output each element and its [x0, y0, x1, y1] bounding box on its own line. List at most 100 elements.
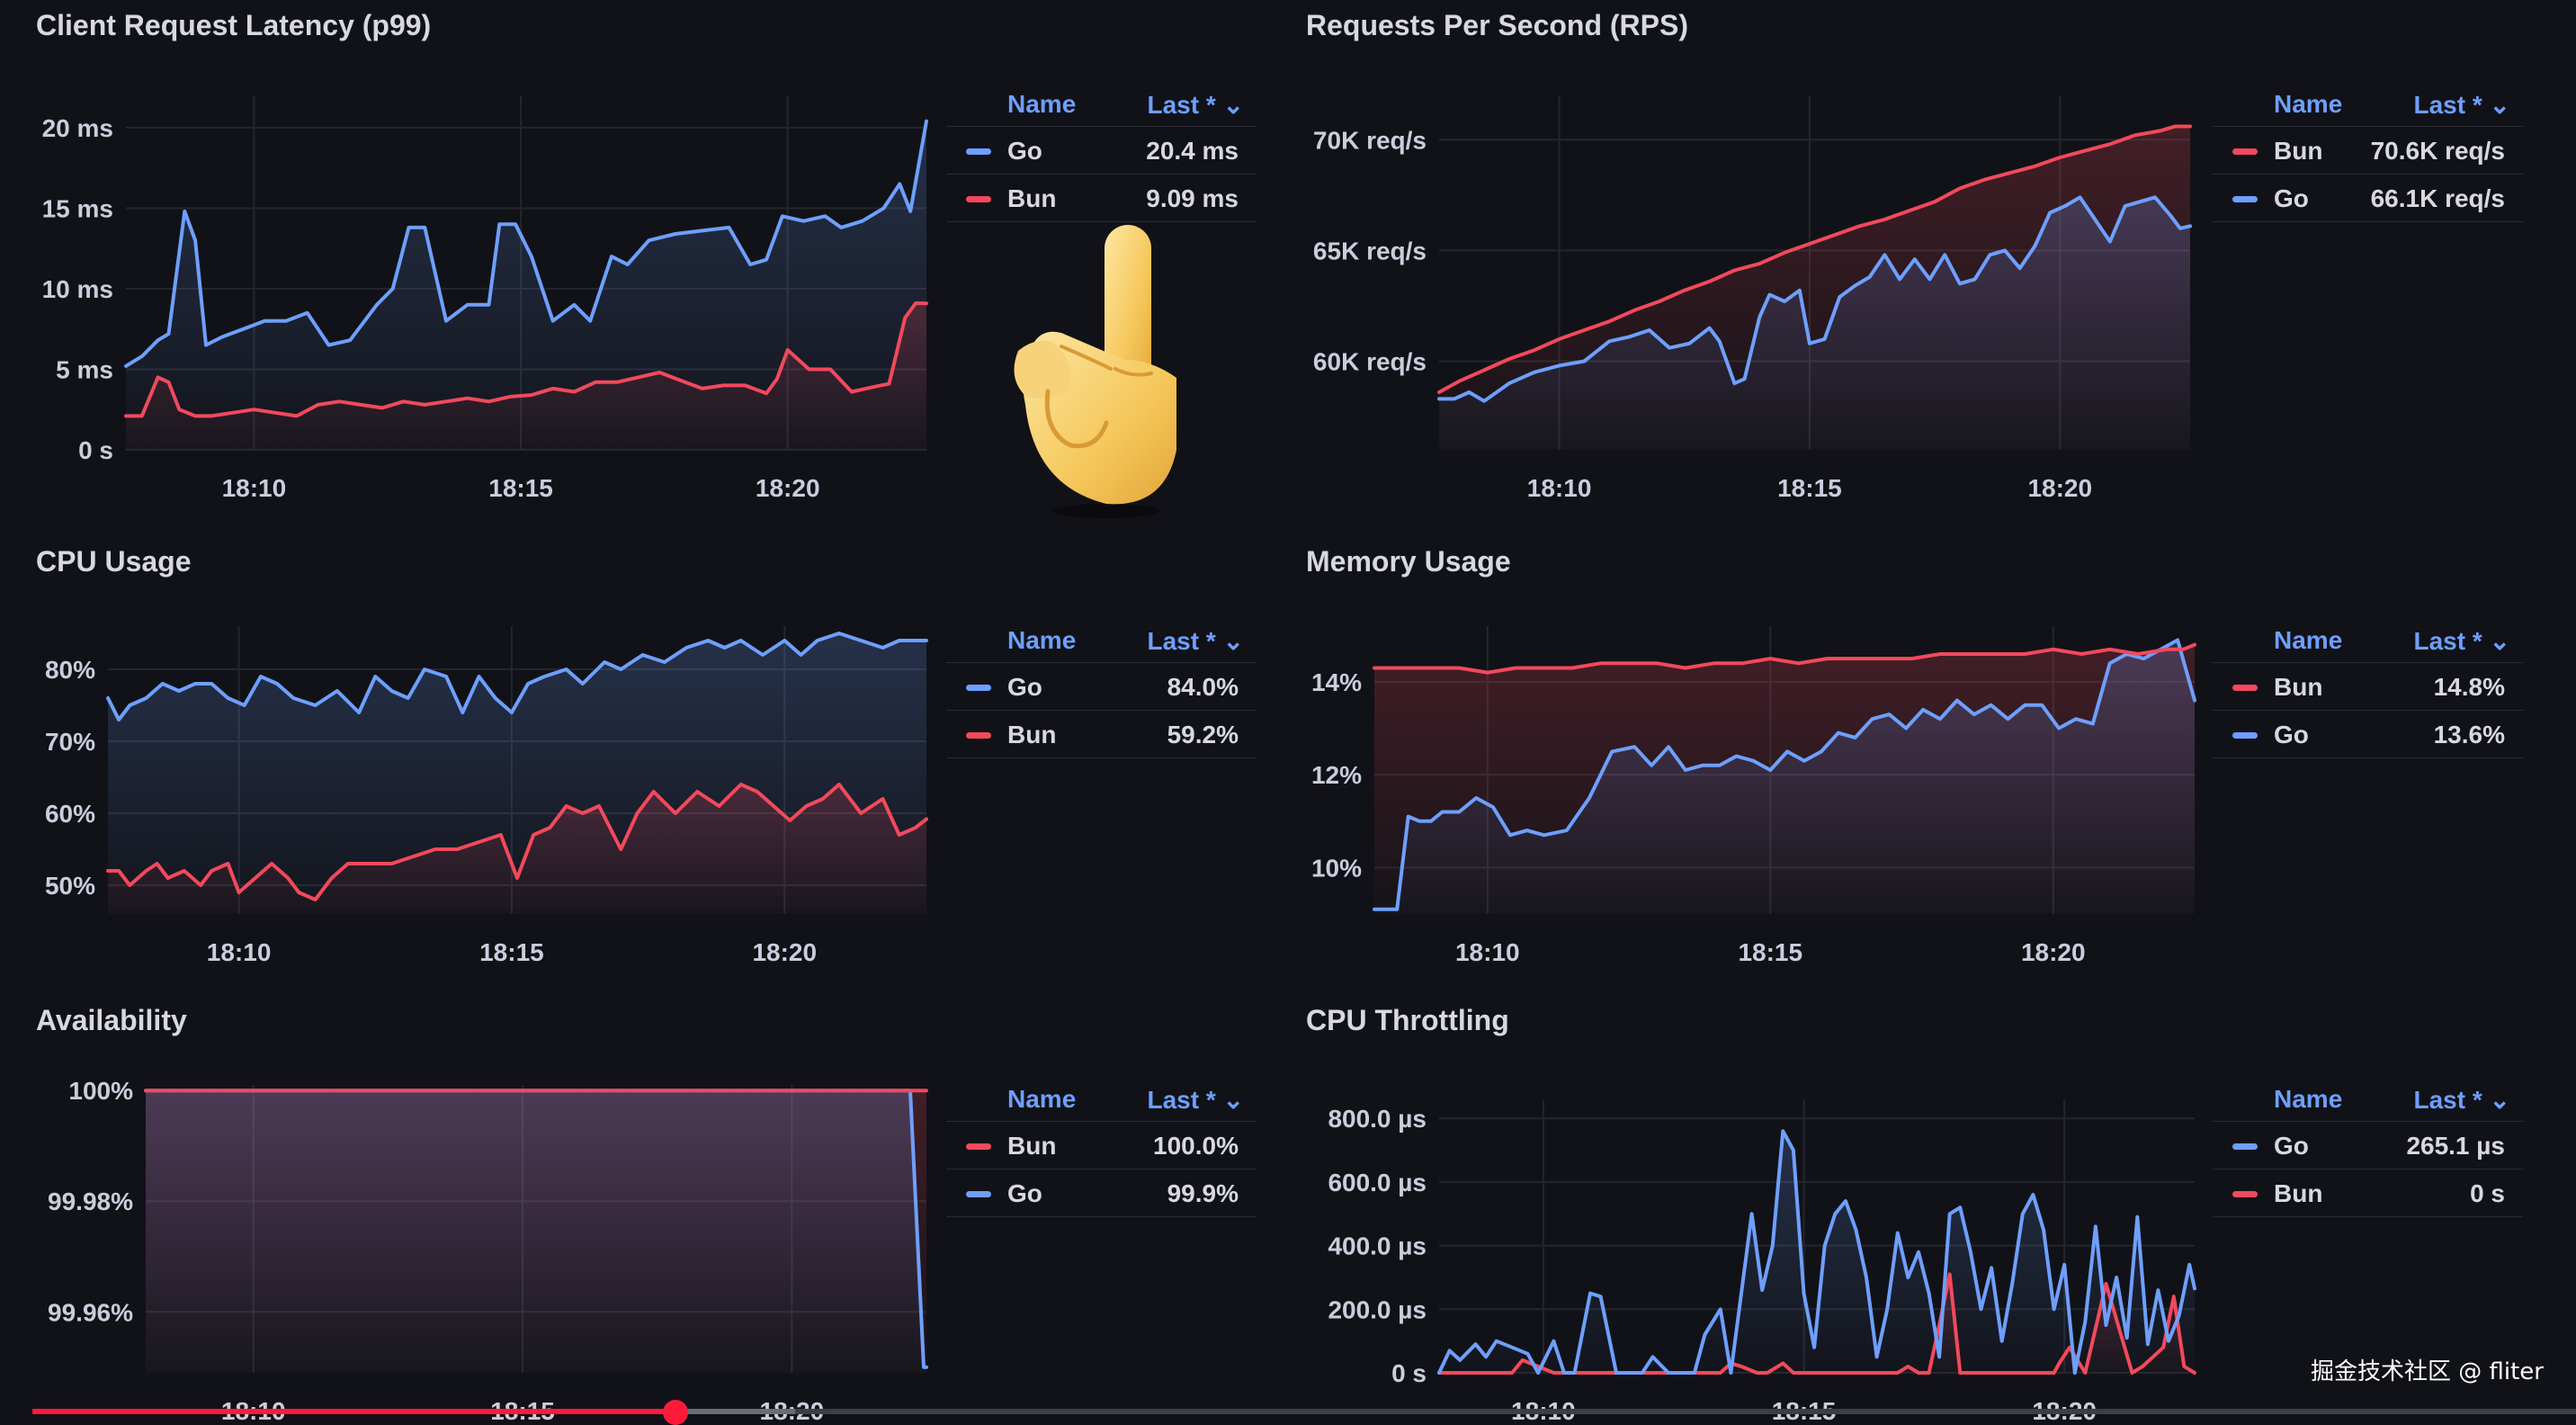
x-tick-label: 18:15: [479, 938, 544, 966]
series-line-bun: [1373, 642, 2196, 675]
progress-track: [32, 1409, 2576, 1414]
legend-divider: [2213, 1216, 2523, 1217]
legend-availability: Name Last * ⌄ Bun 100.0% Go 99.9%: [946, 1076, 1257, 1220]
legend-series-last-value: 265.1 µs: [2406, 1132, 2505, 1160]
series-line-bun: [1437, 124, 2192, 394]
legend-divider: [946, 221, 1257, 222]
y-tick-label: 50%: [45, 872, 95, 900]
legend-series-last-value: 14.8%: [2433, 673, 2505, 701]
y-tick-label: 70K req/s: [1313, 126, 1427, 154]
pointing-up-hand-icon: [1014, 225, 1176, 518]
legend-header-last-sort[interactable]: Last * ⌄: [2413, 627, 2511, 655]
legend-header: Name Last * ⌄: [2213, 617, 2523, 662]
panel-title: CPU Throttling: [1306, 1004, 1509, 1036]
series-line-go: [1437, 1129, 2196, 1375]
legend-swatch: [966, 732, 991, 739]
legend-swatch: [966, 148, 991, 155]
legend-latency: Name Last * ⌄ Go 20.4 ms Bun 9.09 ms: [946, 81, 1257, 225]
legend-swatch: [2232, 1191, 2258, 1197]
legend-header-name[interactable]: Name: [2274, 1085, 2343, 1113]
x-tick-label: 18:10: [1527, 474, 1592, 502]
legend-series-name: Go: [2274, 184, 2309, 212]
x-tick-label: 18:15: [488, 474, 553, 502]
panel-title: Requests Per Second (RPS): [1306, 9, 1688, 41]
legend-item-go[interactable]: Go 265.1 µs: [2213, 1121, 2523, 1170]
y-tick-label: 14%: [1311, 668, 1362, 696]
y-tick-label: 10%: [1311, 854, 1362, 882]
chart-latency: 0 s 5 ms 10 ms 15 ms 20 ms 18:10 18:15 18:20: [42, 95, 928, 502]
legend-series-name: Bun: [2274, 1179, 2323, 1207]
legend-header-name[interactable]: Name: [1007, 90, 1077, 118]
y-tick-label: 0 s: [1391, 1359, 1427, 1387]
series-area-go: [126, 121, 926, 450]
legend-header: Name Last * ⌄: [946, 81, 1257, 126]
legend-header-last-sort[interactable]: Last * ⌄: [1147, 1086, 1245, 1114]
y-tick-label: 20 ms: [42, 114, 113, 142]
legend-swatch: [966, 685, 991, 691]
watermark: 掘金技术社区 @ fliter: [2310, 1358, 2544, 1385]
series-area-bun: [108, 784, 926, 914]
legend-series-name: Go: [2274, 1132, 2309, 1160]
legend-swatch: [966, 1191, 991, 1197]
legend-header-name[interactable]: Name: [2274, 626, 2343, 654]
panel-title: Client Request Latency (p99): [36, 9, 432, 41]
legend-series-name: Go: [1007, 1179, 1042, 1207]
legend-header-name[interactable]: Name: [2274, 90, 2343, 118]
legend-item-bun[interactable]: Bun 0 s: [2213, 1169, 2523, 1217]
y-tick-label: 65K req/s: [1313, 237, 1427, 264]
legend-series-last-value: 70.6K req/s: [2370, 137, 2505, 165]
panel-title: Memory Usage: [1306, 545, 1511, 578]
panel-title: Availability: [36, 1004, 187, 1036]
legend-series-name: Bun: [2274, 137, 2323, 165]
y-tick-label: 60K req/s: [1313, 348, 1427, 376]
legend-series-name: Bun: [1007, 184, 1057, 212]
legend-item-bun[interactable]: Bun 100.0%: [946, 1121, 1257, 1170]
legend-header: Name Last * ⌄: [2213, 1076, 2523, 1121]
y-tick-label: 5 ms: [56, 355, 113, 383]
legend-item-go[interactable]: Go 13.6%: [2213, 710, 2523, 758]
legend-header-name[interactable]: Name: [1007, 626, 1077, 654]
legend-item-bun[interactable]: Bun 70.6K req/s: [2213, 126, 2523, 175]
x-tick-label: 18:10: [1455, 938, 1520, 966]
legend-item-go[interactable]: Go 66.1K req/s: [2213, 174, 2523, 222]
legend-item-bun[interactable]: Bun 14.8%: [2213, 662, 2523, 711]
y-tick-label: 80%: [45, 656, 95, 684]
legend-series-last-value: 0 s: [2470, 1179, 2505, 1207]
legend-header-last-sort[interactable]: Last * ⌄: [2413, 91, 2511, 119]
y-tick-label: 60%: [45, 800, 95, 828]
legend-divider: [946, 757, 1257, 758]
video-progress-bar[interactable]: [32, 1400, 2576, 1425]
legend-header: Name Last * ⌄: [2213, 81, 2523, 126]
y-tick-label: 400.0 µs: [1328, 1232, 1427, 1260]
legend-item-go[interactable]: Go 84.0%: [946, 662, 1257, 711]
y-tick-label: 12%: [1311, 761, 1362, 789]
legend-series-name: Go: [1007, 673, 1042, 701]
legend-header-name[interactable]: Name: [1007, 1085, 1077, 1113]
y-tick-label: 70%: [45, 728, 95, 756]
legend-rps: Name Last * ⌄ Bun 70.6K req/s Go 66.1K req/s: [2213, 81, 2523, 225]
x-tick-label: 18:15: [1738, 938, 1802, 966]
legend-header-last-sort[interactable]: Last * ⌄: [1147, 91, 1245, 119]
legend-header-last-sort[interactable]: Last * ⌄: [2413, 1086, 2511, 1114]
chart-cpu: 50% 60% 70% 80% 18:10 18:15 18:20: [45, 626, 928, 966]
series-line-go: [124, 119, 928, 368]
legend-series-name: Bun: [1007, 1132, 1057, 1160]
progress-scrubber-handle[interactable]: [663, 1400, 689, 1425]
series-line-bun: [106, 783, 928, 901]
x-tick-label: 18:20: [2021, 938, 2086, 966]
legend-item-bun[interactable]: Bun 9.09 ms: [946, 174, 1257, 222]
legend-item-go[interactable]: Go 20.4 ms: [946, 126, 1257, 175]
legend-series-last-value: 99.9%: [1167, 1179, 1239, 1207]
legend-series-last-value: 59.2%: [1167, 721, 1239, 748]
legend-header-last-sort[interactable]: Last * ⌄: [1147, 627, 1245, 655]
chart-rps: 60K req/s 65K req/s 70K req/s 18:10 18:15 18:…: [1313, 95, 2192, 502]
legend-series-name: Bun: [2274, 673, 2323, 701]
series-area-go: [1374, 640, 2195, 914]
y-tick-label: 15 ms: [42, 194, 113, 222]
legend-swatch: [2232, 732, 2258, 739]
legend-item-go[interactable]: Go 99.9%: [946, 1169, 1257, 1217]
legend-header: Name Last * ⌄: [946, 1076, 1257, 1121]
y-tick-label: 99.98%: [48, 1188, 133, 1215]
legend-series-name: Bun: [1007, 721, 1057, 748]
legend-item-bun[interactable]: Bun 59.2%: [946, 710, 1257, 758]
